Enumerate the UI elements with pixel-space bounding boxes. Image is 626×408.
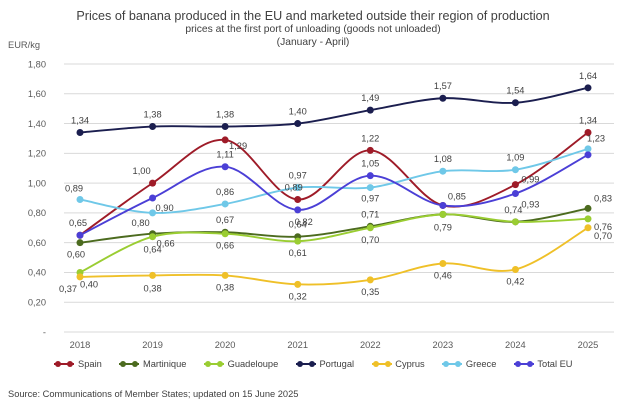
svg-text:0,37: 0,37 bbox=[59, 284, 77, 294]
svg-text:0,90: 0,90 bbox=[156, 203, 174, 213]
svg-text:0,70: 0,70 bbox=[594, 231, 612, 241]
svg-text:0,99: 0,99 bbox=[521, 175, 539, 185]
svg-text:0,89: 0,89 bbox=[285, 183, 303, 193]
svg-text:1,49: 1,49 bbox=[361, 93, 379, 103]
svg-text:0,79: 0,79 bbox=[434, 222, 452, 232]
svg-text:1,40: 1,40 bbox=[289, 107, 307, 117]
svg-text:0,32: 0,32 bbox=[289, 291, 307, 301]
svg-text:1,34: 1,34 bbox=[71, 116, 89, 126]
svg-text:0,66: 0,66 bbox=[216, 241, 234, 251]
svg-text:0,70: 0,70 bbox=[361, 235, 379, 245]
svg-text:0,80: 0,80 bbox=[132, 218, 150, 228]
svg-text:0,71: 0,71 bbox=[361, 209, 379, 219]
svg-text:0,61: 0,61 bbox=[289, 248, 307, 258]
svg-text:0,97: 0,97 bbox=[289, 171, 307, 181]
svg-text:1,40: 1,40 bbox=[28, 119, 46, 129]
svg-text:0,40: 0,40 bbox=[28, 268, 46, 278]
svg-text:1,60: 1,60 bbox=[28, 89, 46, 99]
svg-text:2024: 2024 bbox=[505, 340, 526, 350]
svg-text:1,23: 1,23 bbox=[587, 134, 605, 144]
svg-text:1,08: 1,08 bbox=[434, 154, 452, 164]
svg-text:1,34: 1,34 bbox=[579, 116, 597, 126]
svg-text:1,54: 1,54 bbox=[506, 86, 524, 96]
svg-text:0,64: 0,64 bbox=[289, 220, 307, 230]
svg-text:1,09: 1,09 bbox=[506, 153, 524, 163]
svg-text:1,80: 1,80 bbox=[28, 59, 46, 69]
svg-text:2018: 2018 bbox=[70, 340, 91, 350]
svg-text:0,38: 0,38 bbox=[216, 282, 234, 292]
svg-text:2019: 2019 bbox=[142, 340, 163, 350]
svg-text:1,57: 1,57 bbox=[434, 81, 452, 91]
svg-text:2020: 2020 bbox=[215, 340, 236, 350]
svg-text:1,11: 1,11 bbox=[216, 150, 233, 160]
svg-text:0,64: 0,64 bbox=[144, 245, 162, 255]
svg-text:0,89: 0,89 bbox=[65, 184, 83, 194]
svg-text:2025: 2025 bbox=[578, 340, 599, 350]
svg-text:1,64: 1,64 bbox=[579, 71, 597, 81]
svg-text:0,40: 0,40 bbox=[80, 279, 98, 289]
svg-text:0,65: 0,65 bbox=[69, 218, 87, 228]
svg-text:1,05: 1,05 bbox=[361, 159, 379, 169]
svg-text:0,93: 0,93 bbox=[521, 200, 539, 210]
svg-text:1,00: 1,00 bbox=[28, 178, 46, 188]
svg-text:2021: 2021 bbox=[287, 340, 308, 350]
svg-text:-: - bbox=[43, 327, 46, 337]
svg-text:2023: 2023 bbox=[433, 340, 454, 350]
svg-text:2022: 2022 bbox=[360, 340, 381, 350]
svg-text:0,38: 0,38 bbox=[144, 283, 162, 293]
svg-text:0,60: 0,60 bbox=[28, 238, 46, 248]
svg-text:1,22: 1,22 bbox=[361, 133, 379, 143]
svg-text:1,38: 1,38 bbox=[144, 110, 162, 120]
svg-text:0,67: 0,67 bbox=[216, 215, 234, 225]
svg-text:0,46: 0,46 bbox=[434, 271, 452, 281]
svg-text:0,80: 0,80 bbox=[28, 208, 46, 218]
svg-text:1,00: 1,00 bbox=[133, 166, 151, 176]
svg-text:0,86: 0,86 bbox=[216, 187, 234, 197]
svg-text:1,38: 1,38 bbox=[216, 110, 234, 120]
svg-text:0,42: 0,42 bbox=[506, 277, 524, 287]
svg-text:0,83: 0,83 bbox=[594, 193, 612, 203]
svg-text:0,74: 0,74 bbox=[504, 205, 522, 215]
svg-text:0,97: 0,97 bbox=[361, 194, 379, 204]
svg-text:0,20: 0,20 bbox=[28, 298, 46, 308]
svg-text:1,20: 1,20 bbox=[28, 149, 46, 159]
svg-text:0,35: 0,35 bbox=[361, 287, 379, 297]
svg-text:0,60: 0,60 bbox=[67, 250, 85, 260]
svg-text:0,85: 0,85 bbox=[448, 191, 466, 201]
